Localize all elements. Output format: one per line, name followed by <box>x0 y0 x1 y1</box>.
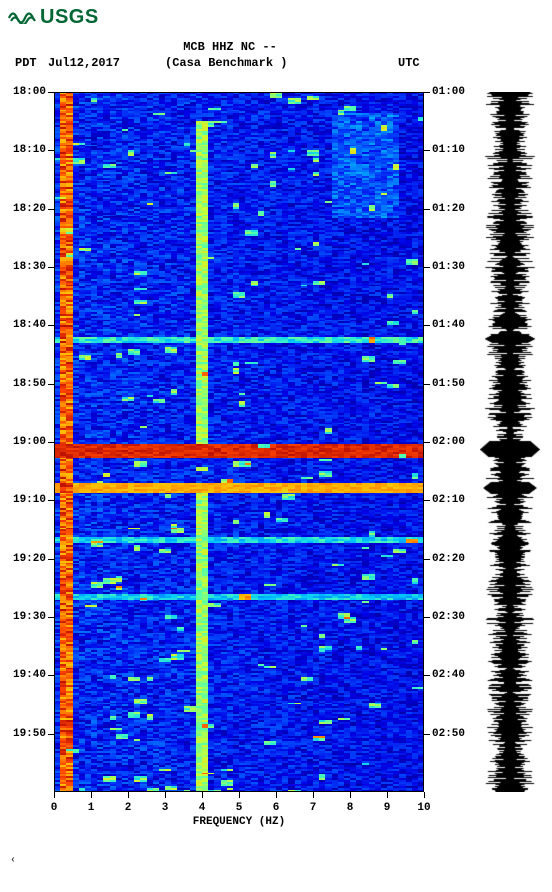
ytick-mark <box>48 734 54 735</box>
xtick-label: 4 <box>199 802 206 814</box>
xtick-label: 5 <box>236 802 243 814</box>
usgs-wave-icon <box>8 6 36 29</box>
ytick-mark <box>48 150 54 151</box>
ytick-mark <box>48 442 54 443</box>
ytick-mark <box>424 209 430 210</box>
xtick-label: 8 <box>347 802 354 814</box>
xtick-label: 3 <box>162 802 169 814</box>
ytick-mark <box>48 209 54 210</box>
ytick-mark <box>48 267 54 268</box>
ytick-mark <box>424 559 430 560</box>
xtick-mark <box>313 792 314 798</box>
site-label: (Casa Benchmark ) <box>165 56 287 70</box>
xtick-label: 0 <box>51 802 58 814</box>
footer-mark: ‹ <box>10 855 16 866</box>
xtick-label: 10 <box>417 802 430 814</box>
ytick-right-label: 02:00 <box>432 436 465 448</box>
ytick-left-label: 18:40 <box>13 319 46 331</box>
xtick-mark <box>165 792 166 798</box>
ytick-mark <box>48 559 54 560</box>
ytick-left-label: 18:10 <box>13 144 46 156</box>
xtick-label: 6 <box>273 802 280 814</box>
ytick-mark <box>48 384 54 385</box>
spectrogram-canvas <box>54 92 424 792</box>
x-axis-label: FREQUENCY (HZ) <box>54 816 424 828</box>
ytick-left-label: 19:50 <box>13 728 46 740</box>
ytick-mark <box>48 675 54 676</box>
xtick-mark <box>350 792 351 798</box>
ytick-right-label: 01:00 <box>432 86 465 98</box>
ytick-right-label: 02:40 <box>432 669 465 681</box>
ytick-right-label: 01:40 <box>432 319 465 331</box>
y-axis-right: 01:0001:1001:2001:3001:4001:5002:0002:10… <box>424 92 478 792</box>
ytick-left-label: 18:30 <box>13 261 46 273</box>
xtick-mark <box>202 792 203 798</box>
xtick-mark <box>54 792 55 798</box>
date-label: Jul12,2017 <box>48 56 120 70</box>
ytick-left-label: 19:30 <box>13 611 46 623</box>
ytick-left-label: 19:40 <box>13 669 46 681</box>
ytick-mark <box>48 617 54 618</box>
ytick-mark <box>48 92 54 93</box>
ytick-left-label: 19:20 <box>13 553 46 565</box>
ytick-right-label: 02:30 <box>432 611 465 623</box>
xtick-mark <box>239 792 240 798</box>
ytick-right-label: 01:50 <box>432 378 465 390</box>
tz-right-label: UTC <box>398 56 420 70</box>
xtick-label: 2 <box>125 802 132 814</box>
ytick-mark <box>424 734 430 735</box>
xtick-mark <box>91 792 92 798</box>
xtick-label: 7 <box>310 802 317 814</box>
xtick-label: 9 <box>384 802 391 814</box>
xtick-mark <box>128 792 129 798</box>
usgs-logo: USGS <box>8 6 99 29</box>
tz-left-label: PDT <box>15 56 37 70</box>
ytick-left-label: 18:20 <box>13 203 46 215</box>
ytick-right-label: 02:10 <box>432 494 465 506</box>
spectrogram-plot <box>54 92 424 792</box>
ytick-right-label: 02:20 <box>432 553 465 565</box>
ytick-mark <box>424 675 430 676</box>
ytick-mark <box>424 267 430 268</box>
ytick-right-label: 01:20 <box>432 203 465 215</box>
xtick-mark <box>424 792 425 798</box>
ytick-mark <box>48 325 54 326</box>
xtick-mark <box>276 792 277 798</box>
waveform-canvas <box>480 92 540 792</box>
waveform-panel <box>480 92 540 792</box>
ytick-right-label: 01:30 <box>432 261 465 273</box>
ytick-mark <box>424 92 430 93</box>
xtick-label: 1 <box>88 802 95 814</box>
ytick-left-label: 18:00 <box>13 86 46 98</box>
ytick-mark <box>424 325 430 326</box>
chart-title: MCB HHZ NC -- <box>0 40 460 54</box>
y-axis-left: 18:0018:1018:2018:3018:4018:5019:0019:10… <box>0 92 54 792</box>
xtick-mark <box>387 792 388 798</box>
ytick-left-label: 19:00 <box>13 436 46 448</box>
ytick-mark <box>48 500 54 501</box>
ytick-right-label: 02:50 <box>432 728 465 740</box>
ytick-mark <box>424 384 430 385</box>
ytick-left-label: 19:10 <box>13 494 46 506</box>
ytick-mark <box>424 442 430 443</box>
ytick-mark <box>424 617 430 618</box>
usgs-logo-text: USGS <box>40 6 99 29</box>
ytick-mark <box>424 500 430 501</box>
ytick-mark <box>424 150 430 151</box>
ytick-left-label: 18:50 <box>13 378 46 390</box>
ytick-right-label: 01:10 <box>432 144 465 156</box>
